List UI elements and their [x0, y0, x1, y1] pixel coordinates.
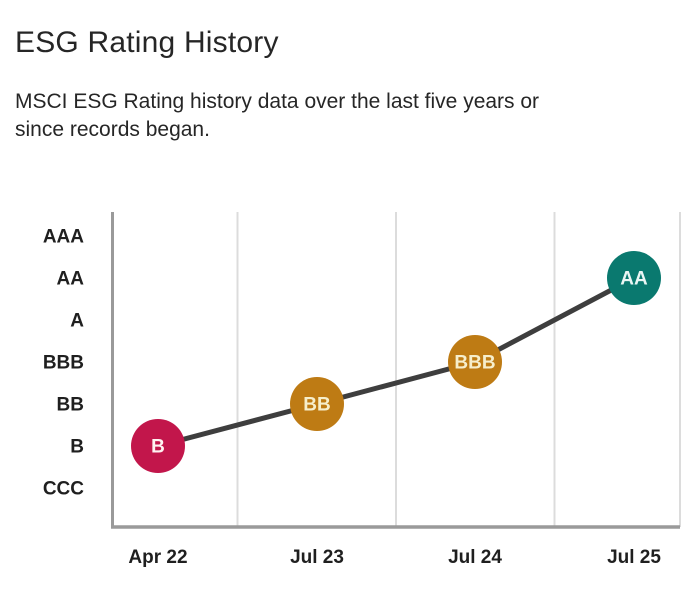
x-tick-label: Jul 25 [607, 547, 661, 568]
rating-point-label: B [151, 437, 165, 458]
x-tick-label: Apr 22 [128, 547, 187, 568]
rating-point-label: AA [620, 269, 648, 290]
page-title: ESG Rating History [15, 26, 279, 59]
y-tick-label: BB [57, 395, 84, 416]
subtitle-line-1: MSCI ESG Rating history data over the la… [15, 90, 540, 113]
rating-point [131, 419, 185, 473]
page-subtitle: MSCI ESG Rating history data over the la… [15, 88, 539, 144]
y-tick-label: AA [57, 269, 85, 290]
y-tick-label: A [70, 311, 84, 332]
y-tick-label: CCC [43, 479, 84, 500]
rating-point-label: BB [303, 395, 330, 416]
rating-point [607, 251, 661, 305]
x-tick-label: Jul 24 [448, 547, 502, 568]
rating-point [448, 335, 502, 389]
rating-point-label: BBB [454, 353, 495, 374]
y-tick-label: AAA [43, 227, 84, 248]
rating-point [290, 377, 344, 431]
x-tick-label: Jul 23 [290, 547, 344, 568]
y-tick-label: BBB [43, 353, 84, 374]
trend-line [155, 275, 637, 449]
subtitle-line-2: since records began. [15, 118, 210, 141]
y-tick-label: B [70, 437, 84, 458]
